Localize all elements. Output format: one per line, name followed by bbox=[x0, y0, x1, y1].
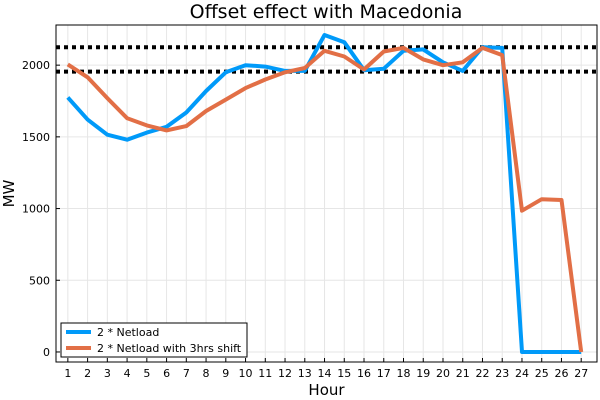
x-tick-label: 25 bbox=[535, 367, 549, 380]
x-tick-label: 26 bbox=[554, 367, 568, 380]
grid bbox=[56, 25, 597, 362]
x-tick-label: 5 bbox=[143, 367, 150, 380]
y-tick-label: 500 bbox=[29, 274, 50, 287]
x-tick-label: 22 bbox=[475, 367, 489, 380]
x-tick-label: 11 bbox=[258, 367, 272, 380]
x-tick-label: 17 bbox=[377, 367, 391, 380]
x-tick-label: 27 bbox=[574, 367, 588, 380]
legend: 2 * Netload 2 * Netload with 3hrs shift bbox=[60, 322, 248, 358]
x-tick-label: 6 bbox=[163, 367, 170, 380]
x-tick-label: 14 bbox=[318, 367, 332, 380]
x-axis-label: Hour bbox=[308, 381, 345, 399]
x-tick-label: 9 bbox=[222, 367, 229, 380]
x-tick-label: 23 bbox=[495, 367, 509, 380]
x-tick-label: 19 bbox=[416, 367, 430, 380]
series-line-2 bbox=[66, 45, 584, 353]
x-tick-label: 16 bbox=[357, 367, 371, 380]
reference-lines bbox=[56, 45, 597, 74]
x-tick-label: 20 bbox=[436, 367, 450, 380]
x-tick-label: 12 bbox=[278, 367, 292, 380]
x-tick-label: 18 bbox=[397, 367, 411, 380]
x-tick-label: 13 bbox=[298, 367, 312, 380]
x-tick-label: 10 bbox=[239, 367, 253, 380]
x-tick-label: 7 bbox=[183, 367, 190, 380]
x-tick-label: 2 bbox=[84, 367, 91, 380]
plot-frame bbox=[55, 24, 598, 363]
x-tick-label: 15 bbox=[337, 367, 351, 380]
x-tick-label: 21 bbox=[456, 367, 470, 380]
y-tick-label: 1000 bbox=[22, 203, 50, 216]
chart-title: Offset effect with Macedonia bbox=[190, 1, 463, 23]
x-tick-label: 3 bbox=[104, 367, 111, 380]
y-axis-label: MW bbox=[0, 179, 18, 207]
y-tick-label: 1500 bbox=[22, 131, 50, 144]
x-tick-label: 1 bbox=[64, 367, 71, 380]
legend-label: 2 * Netload with 3hrs shift bbox=[97, 342, 242, 355]
series-line-1 bbox=[66, 33, 582, 354]
series-lines bbox=[66, 33, 584, 354]
x-tick-label: 8 bbox=[203, 367, 210, 380]
x-tick-label: 24 bbox=[515, 367, 529, 380]
y-tick-label: 0 bbox=[43, 346, 50, 359]
x-tick-label: 4 bbox=[124, 367, 131, 380]
legend-box bbox=[60, 322, 248, 358]
tick-labels: 1 2 3 4 5 6 7 8 9 10 11 12 13 14 15 16 17 18 19 20 21 22 23 24 2… bbox=[22, 59, 588, 380]
legend-label: 2 * Netload bbox=[97, 326, 159, 339]
y-tick-label: 2000 bbox=[22, 59, 50, 72]
